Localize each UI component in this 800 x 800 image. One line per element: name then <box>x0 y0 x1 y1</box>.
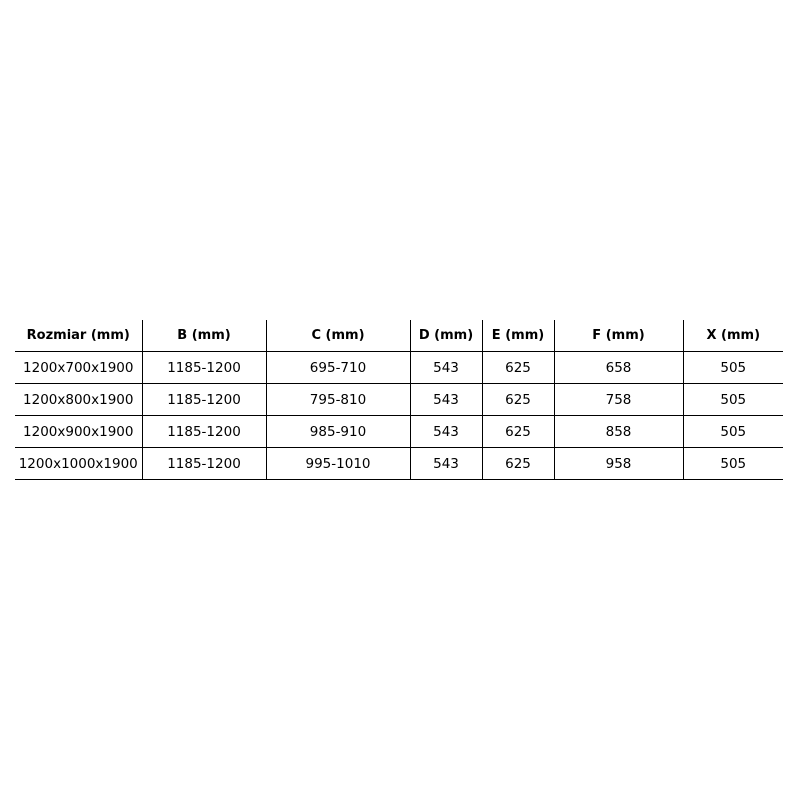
table-cell: 625 <box>481 415 554 448</box>
table-cell: 995-1010 <box>265 447 410 480</box>
table-cell: 1185-1200 <box>141 415 266 448</box>
header-c: C (mm) <box>265 320 410 352</box>
table-cell: 658 <box>553 351 683 384</box>
table-cell: 1200x900x1900 <box>15 415 142 448</box>
table-cell: 695-710 <box>265 351 410 384</box>
table-cell: 1185-1200 <box>141 447 266 480</box>
table-row: 1200x700x1900 1185-1200 695-710 543 625 658 50… <box>15 351 783 384</box>
table-cell: 505 <box>682 415 783 448</box>
table-row: 1200x1000x1900 1185-1200 995-1010 543 625 958… <box>15 447 783 480</box>
header-f: F (mm) <box>553 320 683 352</box>
table-header-row: Rozmiar (mm) B (mm) C (mm) D (mm) E (mm)… <box>15 320 783 352</box>
table-cell: 543 <box>409 447 482 480</box>
table-row: 1200x800x1900 1185-1200 795-810 543 625 758 50… <box>15 383 783 416</box>
table-cell: 543 <box>409 383 482 416</box>
table-cell: 625 <box>481 447 554 480</box>
table-cell: 795-810 <box>265 383 410 416</box>
table-cell: 985-910 <box>265 415 410 448</box>
table-row: 1200x900x1900 1185-1200 985-910 543 625 858 50… <box>15 415 783 448</box>
table-cell: 758 <box>553 383 683 416</box>
table-cell: 1185-1200 <box>141 383 266 416</box>
header-d: D (mm) <box>409 320 482 352</box>
header-e: E (mm) <box>481 320 554 352</box>
table-cell: 625 <box>481 383 554 416</box>
table-cell: 1185-1200 <box>141 351 266 384</box>
header-x: X (mm) <box>682 320 783 352</box>
table-cell: 543 <box>409 415 482 448</box>
dimensions-table: Rozmiar (mm) B (mm) C (mm) D (mm) E (mm)… <box>15 320 783 480</box>
header-b: B (mm) <box>141 320 266 352</box>
table-cell: 505 <box>682 383 783 416</box>
table-cell: 1200x700x1900 <box>15 351 142 384</box>
table-cell: 1200x800x1900 <box>15 383 142 416</box>
table-cell: 625 <box>481 351 554 384</box>
table-cell: 958 <box>553 447 683 480</box>
header-rozmiar: Rozmiar (mm) <box>15 320 142 352</box>
table-cell: 505 <box>682 351 783 384</box>
table-cell: 858 <box>553 415 683 448</box>
table-cell: 543 <box>409 351 482 384</box>
table-cell: 1200x1000x1900 <box>15 447 142 480</box>
table-cell: 505 <box>682 447 783 480</box>
